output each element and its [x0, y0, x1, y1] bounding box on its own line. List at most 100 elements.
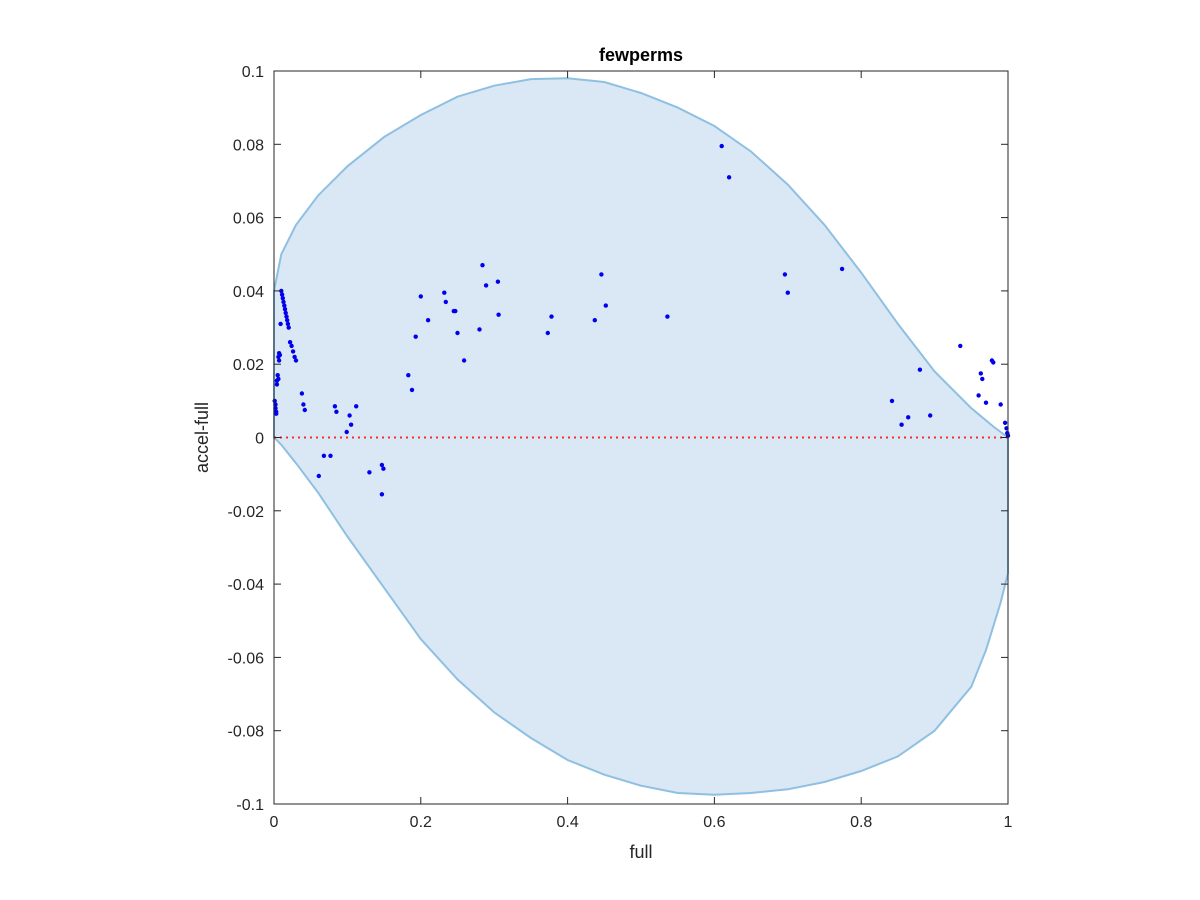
data-point — [289, 343, 294, 349]
x-axis-ticks: 0 0.2 0.4 0.6 0.8 1 — [270, 71, 1013, 831]
data-point — [281, 299, 286, 305]
data-point — [998, 402, 1003, 407]
data-point — [354, 404, 359, 409]
data-point — [592, 318, 597, 323]
data-point — [906, 415, 911, 420]
data-point — [442, 290, 447, 295]
data-point — [277, 352, 283, 358]
data-point — [443, 299, 448, 305]
data-point — [545, 330, 550, 336]
y-tick-label: -0.02 — [228, 504, 265, 521]
x-tick-label: 0.6 — [703, 814, 725, 831]
data-point — [980, 376, 985, 382]
data-point — [483, 283, 489, 288]
data-point — [275, 373, 280, 378]
data-point — [785, 290, 790, 295]
y-tick-label: 0.04 — [233, 284, 264, 301]
data-point — [495, 279, 501, 284]
data-point — [344, 429, 349, 435]
data-point — [279, 288, 284, 294]
data-point — [316, 473, 321, 479]
data-point — [274, 411, 279, 416]
plot-area — [272, 77, 1011, 796]
data-point — [334, 409, 339, 414]
data-point — [292, 354, 297, 360]
data-point — [321, 453, 327, 458]
y-tick-label: 0.06 — [233, 211, 264, 228]
data-point — [286, 325, 291, 330]
data-point — [285, 321, 291, 327]
data-point — [279, 292, 285, 297]
data-point — [348, 422, 354, 427]
data-point — [1002, 420, 1008, 425]
data-point — [978, 371, 983, 376]
chart-title: fewperms — [599, 45, 683, 65]
data-point — [283, 310, 288, 316]
data-point — [782, 272, 788, 277]
data-point — [726, 175, 732, 180]
data-point — [379, 492, 385, 497]
data-point — [599, 272, 604, 277]
y-tick-label: -0.04 — [228, 577, 265, 594]
data-point — [301, 402, 306, 407]
data-point — [406, 373, 411, 378]
data-point — [280, 296, 285, 301]
data-point — [549, 314, 554, 319]
data-point — [928, 413, 933, 418]
y-tick-label: 0.02 — [233, 357, 264, 374]
y-tick-label: -0.06 — [228, 650, 265, 667]
data-point — [461, 358, 467, 363]
data-point — [603, 303, 608, 308]
x-tick-label: 0 — [270, 814, 279, 831]
data-point — [976, 393, 981, 398]
data-point — [276, 376, 281, 382]
data-point — [299, 391, 305, 396]
data-point — [453, 308, 458, 314]
data-point — [302, 407, 307, 413]
data-point — [287, 340, 293, 345]
data-point — [889, 398, 895, 404]
data-point — [285, 318, 290, 323]
data-point — [409, 387, 415, 393]
data-points — [272, 143, 1011, 497]
y-tick-label: 0.1 — [242, 64, 264, 81]
y-tick-label: 0 — [255, 431, 264, 448]
data-point — [425, 318, 431, 323]
data-point — [413, 334, 418, 339]
data-point — [418, 294, 423, 299]
y-axis-label: accel-full — [192, 402, 212, 473]
data-point — [496, 312, 501, 317]
data-point — [367, 470, 372, 475]
data-point — [293, 358, 299, 363]
y-tick-label: -0.1 — [236, 797, 264, 814]
data-point — [991, 360, 996, 365]
data-point — [282, 303, 287, 308]
y-tick-label: -0.08 — [228, 724, 265, 741]
data-point — [278, 321, 283, 327]
data-point — [455, 330, 460, 336]
data-point — [284, 314, 289, 319]
y-axis-ticks: -0.1 -0.08 -0.06 -0.04 -0.02 0 0.02 0.04 0.06 0.0… — [228, 64, 1008, 814]
x-tick-label: 0.8 — [850, 814, 872, 831]
data-point — [665, 314, 670, 319]
data-point — [983, 400, 989, 405]
data-point — [347, 413, 352, 418]
data-point — [381, 466, 386, 471]
y-tick-label: 0.08 — [233, 137, 264, 154]
data-point — [480, 263, 485, 268]
x-tick-label: 0.2 — [410, 814, 432, 831]
data-point — [328, 453, 333, 458]
data-point — [274, 382, 280, 387]
data-point — [719, 143, 724, 149]
data-point — [899, 422, 904, 427]
data-point — [332, 404, 338, 409]
data-point — [276, 358, 282, 363]
x-tick-label: 1 — [1004, 814, 1013, 831]
x-axis-label: full — [629, 842, 652, 862]
data-point — [477, 327, 482, 332]
x-tick-label: 0.4 — [556, 814, 578, 831]
data-point — [290, 349, 296, 354]
data-point — [379, 462, 385, 468]
data-point — [839, 266, 845, 272]
